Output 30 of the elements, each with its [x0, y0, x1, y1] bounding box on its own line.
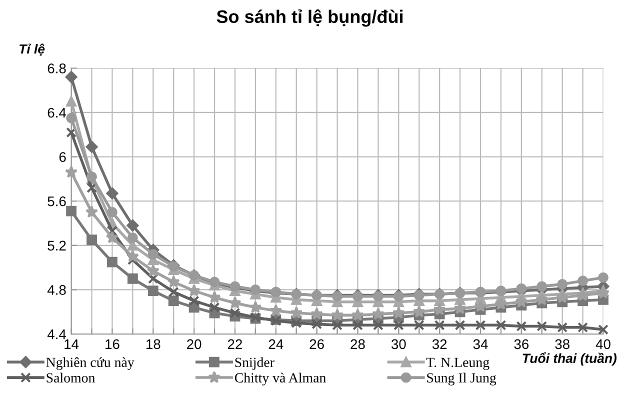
y-tick-label: 4.4 [47, 330, 66, 340]
legend-label: Chitty và Alman [234, 372, 326, 386]
legend-label: Snijder [235, 357, 274, 370]
x-tick-label: 34 [473, 339, 488, 350]
legend-label: Salomon [46, 372, 96, 383]
x-tick-label: 22 [228, 339, 242, 349]
x-tick-label: 26 [310, 339, 324, 350]
x-tick-label: 36 [514, 339, 529, 350]
y-tick-label: 6.4 [48, 108, 66, 118]
x-tick-label: 16 [106, 339, 120, 350]
y-axis-title: Tỉ lệ [20, 44, 45, 56]
x-tick-label: 20 [187, 339, 202, 350]
legend-label: Nghiên cứu này [46, 357, 134, 370]
x-tick-label: 24 [268, 339, 284, 349]
y-tick-label: 6.8 [48, 64, 66, 74]
chart-title: So sánh tỉ lệ bụng/đùi [216, 9, 403, 27]
y-tick-label: 5.6 [48, 196, 66, 206]
x-tick-label: 28 [350, 339, 365, 350]
x-tick-label: 40 [596, 339, 610, 350]
y-tick-label: 4.8 [47, 285, 66, 295]
y-tick-label: 5.2 [48, 240, 66, 251]
x-tick-label: 32 [432, 339, 447, 350]
x-tick-label: 30 [391, 339, 406, 350]
legend-label: T. N.Leung [426, 358, 490, 370]
x-tick-label: 18 [146, 339, 160, 350]
x-axis-title: Tuổi thai (tuần) [522, 352, 617, 366]
y-tick-label: 6 [59, 152, 66, 162]
x-tick-label: 38 [555, 339, 570, 350]
legend-label: Sung Il Jung [427, 372, 496, 386]
x-tick-label: 14 [64, 339, 79, 349]
